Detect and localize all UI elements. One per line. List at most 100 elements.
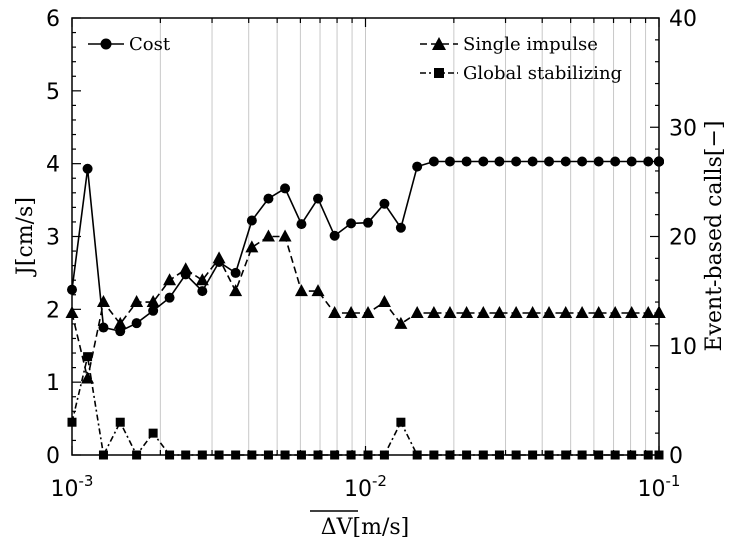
cost-point — [131, 318, 142, 329]
single-impulse-point — [212, 251, 226, 264]
grid — [159, 18, 647, 455]
y2-tick-label: 40 — [669, 7, 697, 32]
single-impulse-point — [195, 273, 209, 286]
y-tick-label: 0 — [46, 444, 60, 469]
single-impulse-point — [394, 316, 408, 329]
cost-point — [444, 156, 455, 167]
cost-point — [610, 156, 621, 167]
y2-axis-title: Event-based calls[−] — [702, 121, 727, 352]
cost-point — [82, 163, 93, 174]
x-tick-label: 10-2 — [344, 472, 387, 502]
legend-marker-cost — [100, 38, 112, 50]
single-impulse-point — [509, 305, 523, 318]
single-impulse-point — [113, 316, 127, 329]
single-impulse-point — [179, 262, 193, 275]
cost-point — [593, 156, 604, 167]
single-impulse-point — [641, 305, 655, 318]
cost-point — [164, 292, 175, 303]
legend-marker-single-impulse — [432, 37, 446, 50]
single-impulse-point — [163, 273, 177, 286]
single-impulse-point — [492, 305, 506, 318]
cost-point — [246, 215, 257, 226]
legend-label-global-stabilizing: Global stabilizing — [463, 63, 622, 84]
single-impulse-point — [81, 371, 95, 384]
legend-label-cost: Cost — [129, 34, 171, 55]
single-impulse-point — [460, 305, 474, 318]
single-impulse-point — [229, 284, 243, 297]
cost-point — [577, 156, 588, 167]
cost-point — [560, 156, 571, 167]
cost-point — [313, 193, 324, 204]
single-impulse-point — [427, 305, 441, 318]
single-impulse-point — [559, 305, 573, 318]
y2-tick-label: 20 — [669, 226, 697, 251]
single-impulse-point — [311, 284, 325, 297]
cost-point — [363, 217, 374, 228]
x-tick-label: 10-1 — [638, 472, 681, 502]
x-tick-label: 10-3 — [51, 472, 94, 502]
cost-point — [379, 198, 390, 209]
cost-point — [511, 156, 522, 167]
cost-point — [461, 156, 472, 167]
y2-tick-label: 10 — [669, 335, 697, 360]
single-impulse-point — [608, 305, 622, 318]
cost-point — [527, 156, 538, 167]
cost-point — [296, 219, 307, 230]
single-impulse-point — [575, 305, 589, 318]
single-impulse-point — [294, 284, 308, 297]
single-impulse-point — [130, 295, 144, 308]
global-stabilizing-point — [396, 417, 406, 427]
single-impulse-point — [245, 240, 259, 253]
y-tick-label: 6 — [46, 7, 60, 32]
tick-labels: 0 1 2 3 4 5 6 0 10 20 30 40 10-3 10-2 10-1 — [46, 7, 697, 502]
cost-point — [412, 161, 423, 172]
y-tick-label: 5 — [46, 80, 60, 105]
cost-point — [197, 286, 208, 297]
single-impulse-point — [625, 305, 639, 318]
single-impulse-point — [526, 305, 540, 318]
y-tick-label: 3 — [46, 226, 60, 251]
single-impulse-point — [361, 305, 375, 318]
global-stabilizing-point — [148, 428, 158, 438]
global-stabilizing-point — [83, 352, 93, 362]
single-impulse-point — [476, 305, 490, 318]
legend: Cost Single impulse Global stabilizing — [88, 34, 622, 84]
y-tick-label: 2 — [46, 298, 60, 323]
single-impulse-point — [96, 295, 110, 308]
single-impulse-point — [146, 295, 160, 308]
single-impulse-point — [328, 305, 342, 318]
single-impulse-point — [261, 229, 275, 242]
single-impulse-point — [278, 229, 292, 242]
y2-tick-label: 0 — [669, 444, 683, 469]
cost-point — [263, 193, 274, 204]
cost-point — [626, 156, 637, 167]
single-impulse-point — [542, 305, 556, 318]
cost-point — [346, 218, 357, 229]
cost-point — [230, 267, 241, 278]
cost-point — [329, 230, 340, 241]
cost-point — [395, 222, 406, 233]
y-tick-label: 1 — [46, 371, 60, 396]
cost-point — [478, 156, 489, 167]
cost-point — [494, 156, 505, 167]
global-stabilizing-point — [115, 417, 125, 427]
cost-point — [280, 183, 291, 194]
single-impulse-point — [377, 295, 391, 308]
ticks — [71, 17, 660, 456]
cost-point — [428, 156, 439, 167]
legend-label-single-impulse: Single impulse — [463, 34, 598, 55]
single-impulse-point — [443, 305, 457, 318]
cost-point — [643, 156, 654, 167]
single-impulse-point — [410, 305, 424, 318]
single-impulse-point — [344, 305, 358, 318]
y-axis-title: J[cm/s] — [13, 197, 38, 277]
y-tick-label: 4 — [46, 153, 60, 178]
cost-point — [148, 305, 159, 316]
cost-point — [544, 156, 555, 167]
single-impulse-point — [592, 305, 606, 318]
x-axis-title: ΔV[m/s] — [321, 515, 410, 540]
legend-marker-global-stabilizing — [434, 68, 444, 78]
cost-point — [98, 322, 109, 333]
y2-tick-label: 30 — [669, 116, 697, 141]
